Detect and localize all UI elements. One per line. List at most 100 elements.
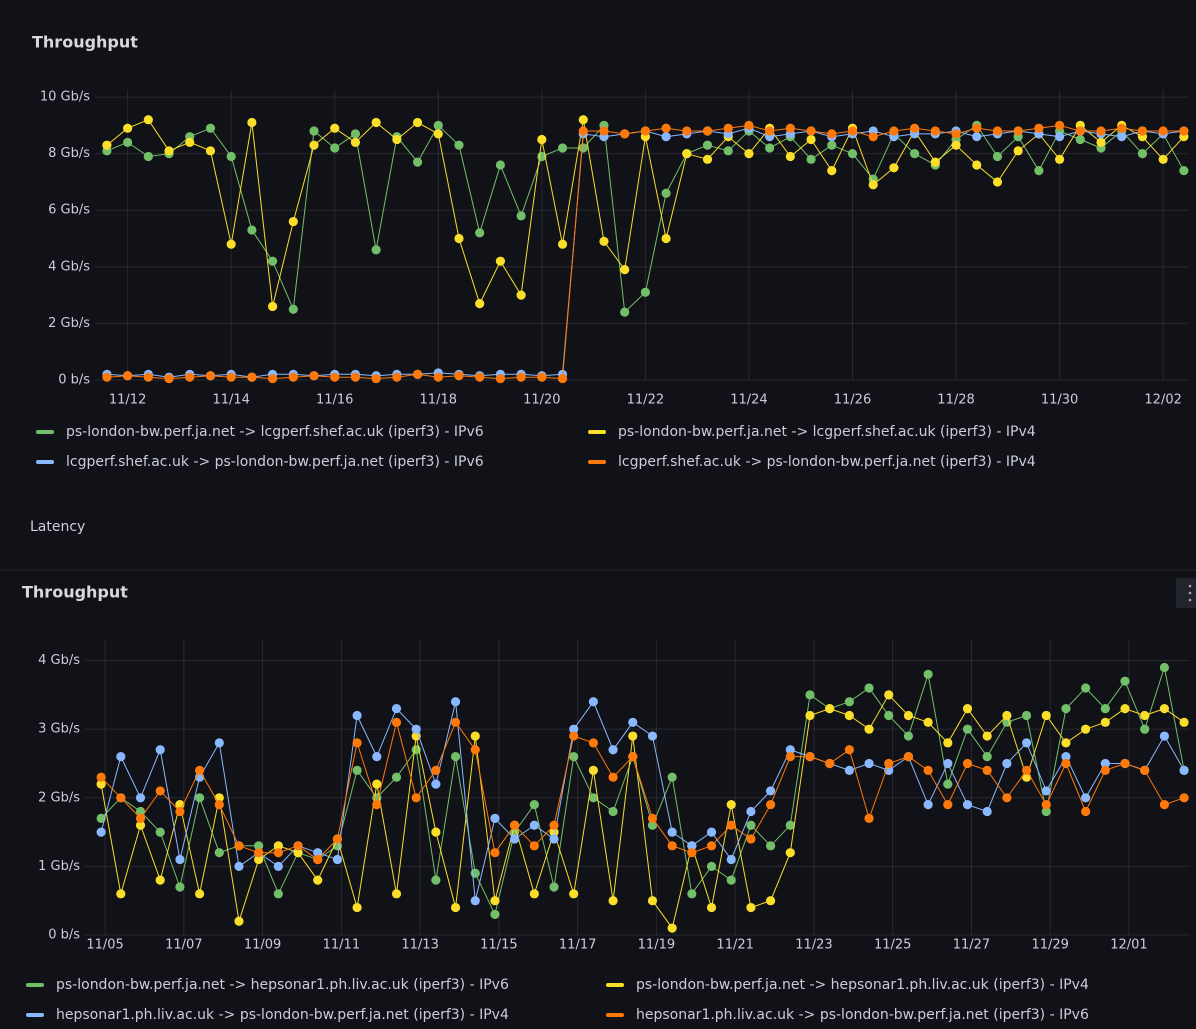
data-point [475,299,485,309]
data-point [450,717,461,727]
data-point [682,126,692,136]
data-point [744,120,754,130]
x-tick-label: 11/12 [109,393,146,408]
data-point [1158,154,1168,164]
data-point [135,813,146,823]
data-point [330,143,340,153]
data-point [529,820,539,830]
data-point [706,827,717,837]
data-point [1034,166,1044,176]
data-point [951,140,961,150]
panel-menu[interactable] [1176,578,1196,608]
data-point [982,752,992,762]
x-tick-label: 11/25 [874,938,911,953]
data-point [827,129,837,139]
data-point [766,841,776,851]
data-point [923,765,933,775]
y-tick-label: 0 b/s [58,373,90,388]
data-point [450,697,461,707]
data-point [864,683,874,693]
data-point [529,800,539,810]
data-point [288,304,298,314]
legend-label[interactable]: lcgperf.shef.ac.uk -> ps-london-bw.perf.… [618,454,1036,470]
data-point [667,841,677,851]
data-point [785,820,795,830]
legend-label[interactable]: ps-london-bw.perf.ja.net -> lcgperf.shef… [66,424,484,440]
data-point [510,820,520,830]
data-point [844,765,854,775]
data-point [608,745,618,755]
legend-label[interactable]: ps-london-bw.perf.ja.net -> hepsonar1.ph… [56,977,509,993]
data-point [765,126,775,136]
data-point [391,889,402,899]
data-point [155,745,165,755]
data-point [1120,758,1130,769]
data-point [1075,134,1085,145]
data-point [661,123,671,133]
data-point [844,745,854,755]
data-point [431,765,441,775]
data-point [640,287,650,297]
data-point [569,889,579,899]
data-point [746,902,756,913]
data-point [350,129,361,139]
data-point [806,126,816,136]
data-point [470,745,480,755]
data-point [687,889,697,899]
data-point [628,752,638,762]
data-point [992,126,1003,136]
data-point [412,369,423,379]
data-point [884,765,894,775]
data-point [529,841,539,851]
data-point [806,134,816,145]
data-point [667,923,677,933]
x-tick-label: 11/15 [480,938,517,953]
data-point [910,123,920,133]
data-point [825,758,835,769]
data-point [371,245,381,255]
data-point [825,704,835,714]
data-point [1021,738,1032,748]
data-point [1054,154,1065,164]
legend-label[interactable]: lcgperf.shef.ac.uk -> ps-london-bw.perf.… [66,454,484,470]
legend-label[interactable]: ps-london-bw.perf.ja.net -> lcgperf.shef… [618,424,1036,440]
data-point [1081,793,1091,803]
data-point [412,157,423,167]
data-point [226,372,236,382]
data-point [1096,137,1106,147]
x-tick-label: 11/21 [716,938,753,953]
data-point [392,134,402,145]
data-point [431,875,441,885]
legend-label[interactable]: ps-london-bw.perf.ja.net -> hepsonar1.ph… [636,977,1089,993]
legend-label[interactable]: hepsonar1.ph.liv.ac.uk -> ps-london-bw.p… [636,1007,1089,1023]
data-point [450,902,461,913]
data-point [1054,132,1065,142]
menu-dot [1188,584,1192,588]
data-point [1120,676,1130,686]
data-point [864,813,874,823]
data-point [214,848,224,858]
x-tick-label: 11/24 [730,393,767,408]
data-point [805,690,815,700]
data-point [868,132,878,142]
x-tick-label: 11/11 [323,938,360,953]
data-point [102,372,112,382]
data-point [1081,724,1091,734]
data-point [951,129,961,139]
y-tick-label: 4 Gb/s [38,653,80,668]
data-point [254,841,264,851]
data-point [372,779,382,789]
data-point [1075,126,1085,136]
x-tick-label: 11/30 [1041,393,1078,408]
data-point [516,211,526,221]
data-point [1179,126,1189,136]
legend-label[interactable]: hepsonar1.ph.liv.ac.uk -> ps-london-bw.p… [56,1007,509,1023]
data-point [847,149,858,159]
data-point [1061,704,1071,714]
data-point [702,154,713,164]
data-point [1061,758,1071,769]
data-point [313,848,323,858]
data-point [155,786,165,796]
row-title[interactable]: Latency [30,519,85,535]
